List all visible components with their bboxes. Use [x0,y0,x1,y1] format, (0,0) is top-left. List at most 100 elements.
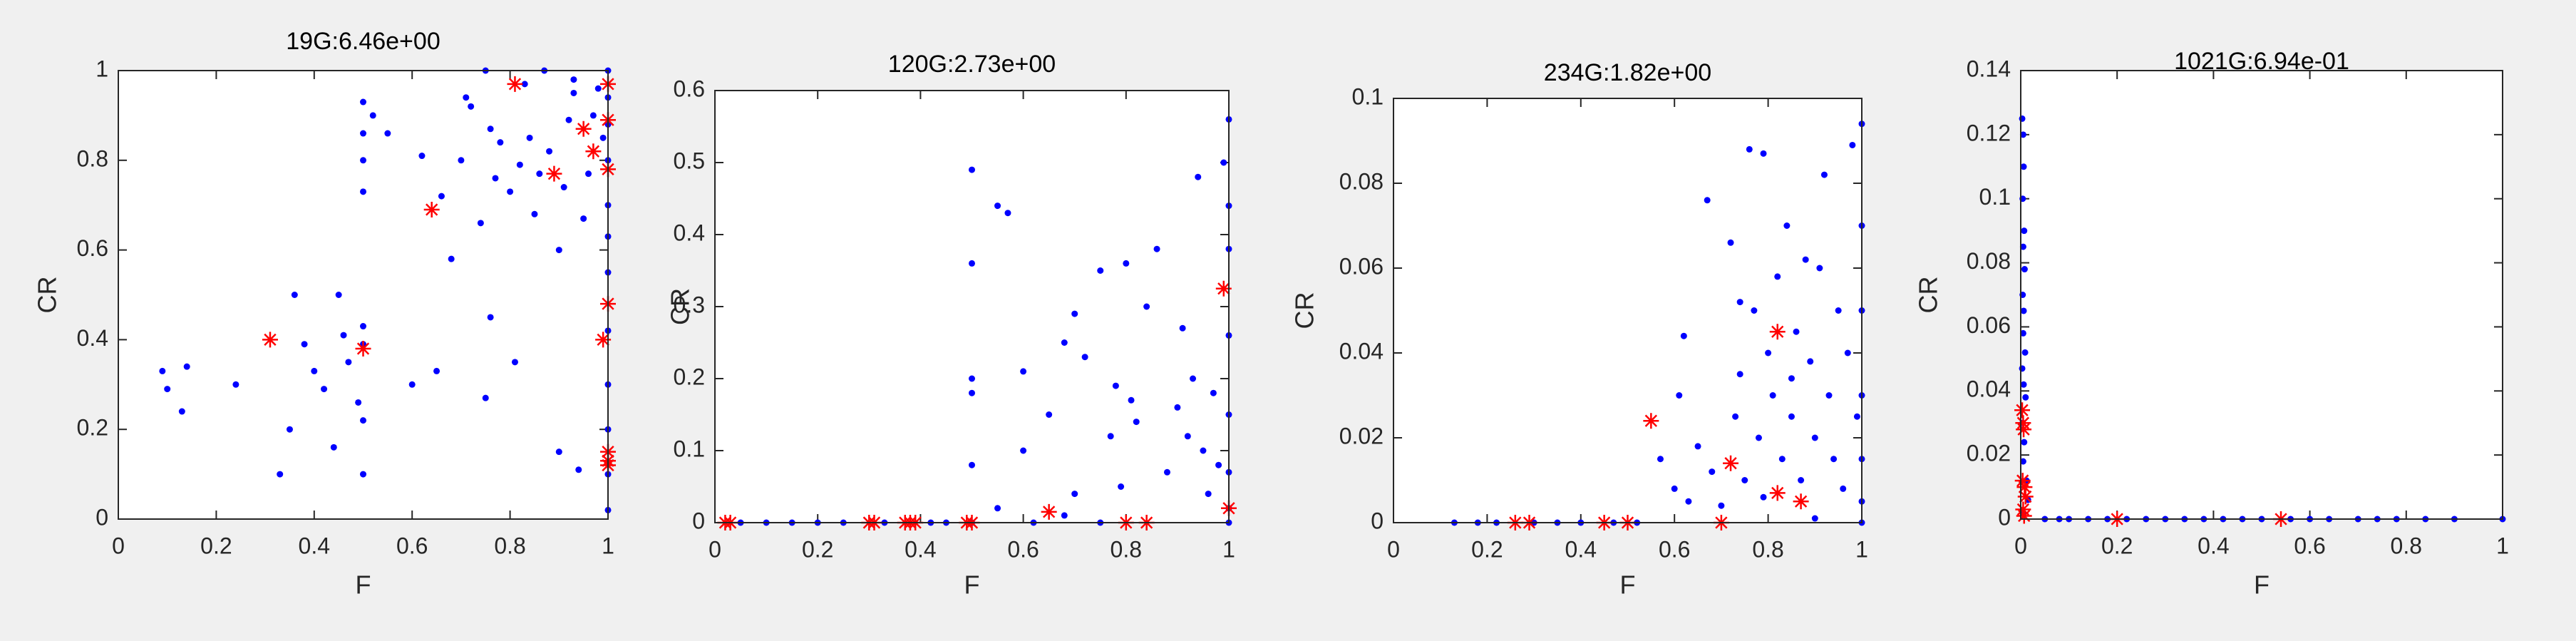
point [1741,477,1748,483]
point [1811,515,1818,522]
point [178,408,185,415]
star-marker [2016,421,2032,438]
point [1657,456,1664,463]
x-tick-label: 0.8 [1111,536,1142,562]
point [1820,171,1828,178]
point [565,116,572,123]
axes-background [2021,71,2503,519]
point [1128,396,1135,404]
point [360,323,366,330]
point [438,193,445,200]
point [969,166,975,173]
y-tick-label: 0.3 [674,292,705,317]
star-marker [1041,503,1057,520]
point [286,426,293,433]
point [1205,491,1212,498]
point [330,443,337,451]
axes-frame [714,90,1230,523]
star-marker [2016,508,2032,524]
x-tick-label: 0 [1387,536,1400,562]
point [360,130,366,137]
y-tick-label: 0.02 [1967,441,2011,466]
point [507,188,514,195]
subplot: 0 0.2 0.4 0.6 0.8 1 0 0.1 0.2 0.3 0.4 0.5 0.6 120G:2.… [666,51,1237,600]
point [575,466,582,473]
y-tick-label: 0.06 [1339,253,1384,279]
point [1215,461,1222,468]
point [1220,159,1227,166]
x-tick-label: 0.8 [494,533,525,558]
point [555,448,562,456]
point [1680,332,1687,339]
point [1825,392,1833,399]
star-marker [575,120,592,137]
point [1793,328,1800,335]
y-tick-label: 0.6 [77,235,108,261]
point [1195,173,1202,180]
point [2019,131,2026,138]
x-tick-label: 0.4 [905,536,936,562]
point [1061,512,1068,519]
point [1798,477,1805,483]
point [1020,447,1027,454]
y-tick-label: 0.04 [1967,376,2011,402]
point [1778,456,1786,463]
point [1783,222,1791,229]
x-tick-label: 0.4 [2198,533,2229,558]
point [1853,413,1860,420]
point [526,134,533,141]
point [477,220,484,227]
point [589,112,597,119]
x-axis-label: F [356,570,371,600]
point [164,386,171,393]
point [969,389,975,396]
y-tick-label: 0.1 [1979,184,2011,210]
y-axis-label: CR [1290,292,1319,329]
point [1123,260,1130,267]
point [1751,307,1758,314]
x-tick-label: 1 [1855,536,1868,562]
point [291,292,298,298]
star-marker [1769,485,1786,501]
axes-frame [2020,70,2503,520]
point [2020,163,2027,170]
y-tick-label: 0.2 [674,364,705,389]
star-marker [2017,488,2034,505]
y-tick-label: 0.6 [674,76,705,101]
point [1676,392,1683,399]
point [1732,413,1739,420]
x-tick-label: 1 [602,533,614,558]
point [1816,265,1823,272]
point [585,170,592,178]
point [536,170,543,178]
y-tick-label: 0 [1998,504,2011,530]
star-marker [1723,455,1739,471]
chart-title: 19G:6.46e+00 [286,28,440,55]
point [1769,392,1776,399]
point [969,461,975,468]
point [497,139,504,146]
x-tick-label: 0.2 [1471,536,1503,562]
point [232,381,239,388]
point [1190,375,1197,382]
point [340,332,347,339]
point [2019,115,2026,122]
star-marker [1215,280,1232,297]
point [463,94,470,101]
y-tick-label: 0.4 [674,220,705,245]
point [277,471,284,478]
point [1746,145,1753,153]
point [301,341,308,348]
y-tick-label: 0.14 [1967,56,2011,81]
point [1718,502,1725,509]
point [311,367,318,374]
point [969,260,975,267]
y-tick-label: 0.06 [1967,312,2011,338]
point [1004,210,1011,217]
star-marker [595,332,612,348]
point [1071,491,1078,498]
point [2021,349,2029,356]
point [1774,273,1781,280]
point [335,292,342,298]
